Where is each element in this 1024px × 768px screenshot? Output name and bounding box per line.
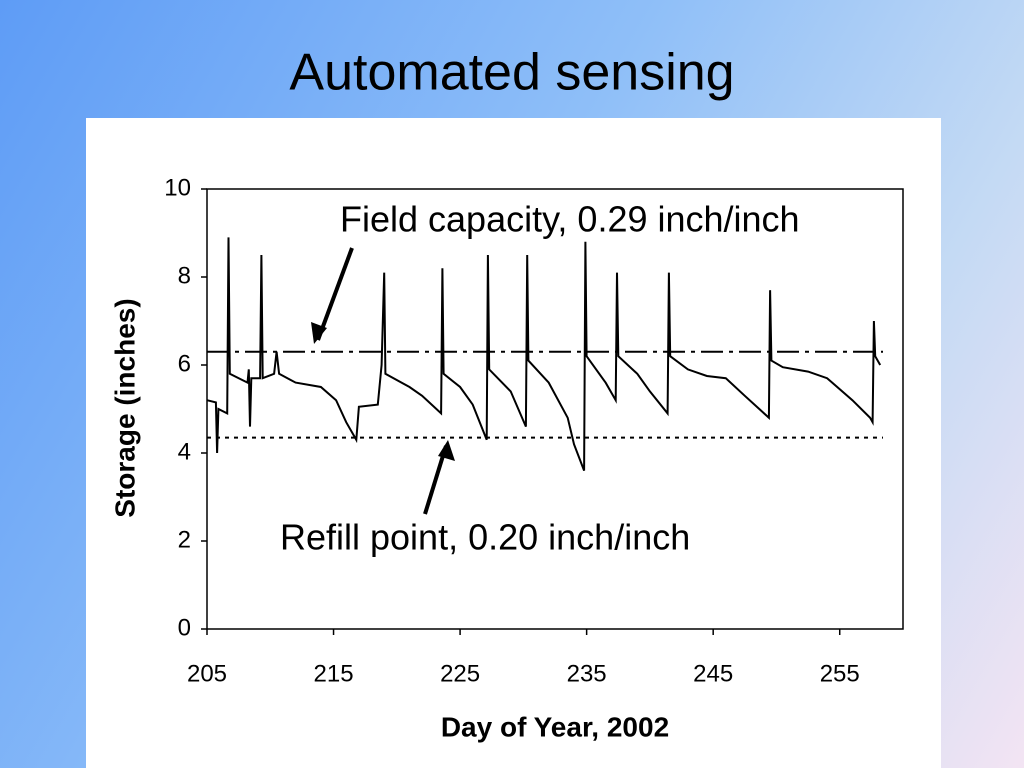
arrow-head xyxy=(311,322,327,344)
y-axis-label: Storage (inches) xyxy=(109,298,140,517)
data-line xyxy=(206,237,882,471)
chart-panel xyxy=(86,118,941,768)
x-tick-label: 235 xyxy=(567,660,607,687)
x-tick-label: 225 xyxy=(440,660,480,687)
y-tick-label: 8 xyxy=(178,262,191,289)
arrow xyxy=(316,247,354,341)
arrow xyxy=(423,445,448,515)
plot-frame xyxy=(206,188,904,630)
y-tick-label: 4 xyxy=(178,438,191,465)
y-tick-label: 0 xyxy=(178,614,191,641)
arrow-head xyxy=(438,440,455,461)
y-tick-label: 10 xyxy=(164,174,191,201)
y-tick-label: 6 xyxy=(178,350,191,377)
x-tick-label: 255 xyxy=(820,660,860,687)
slide-title: Automated sensing xyxy=(289,44,734,102)
annotation: Field capacity, 0.29 inch/inch xyxy=(340,199,800,240)
x-tick-label: 245 xyxy=(693,660,733,687)
x-tick-label: 215 xyxy=(314,660,354,687)
x-axis-label: Day of Year, 2002 xyxy=(441,711,669,742)
annotation: Refill point, 0.20 inch/inch xyxy=(280,517,690,558)
y-tick-label: 2 xyxy=(178,526,191,553)
x-tick-label: 205 xyxy=(187,660,227,687)
